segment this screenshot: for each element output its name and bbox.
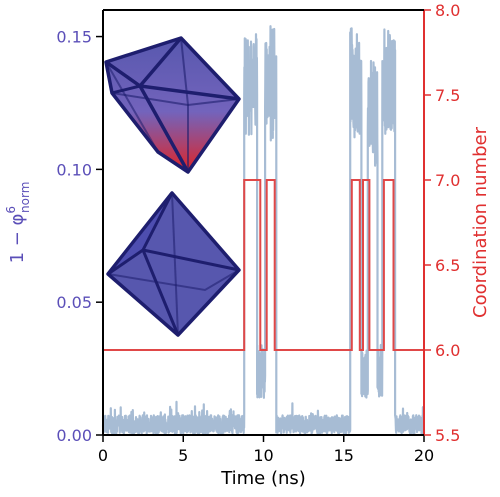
x-tick-label: 5 [178, 446, 188, 465]
x-tick-label: 20 [414, 446, 434, 465]
y-right-tick-label: 7.0 [435, 171, 460, 190]
coordination-number-series [103, 179, 424, 351]
y-left-tick-label: 0.05 [56, 293, 92, 312]
y-right-tick-label: 6.0 [435, 341, 460, 360]
y-left-axis-label-sup: 6 [4, 206, 18, 214]
y-left-axis-label-main: 1 − φ [7, 214, 28, 264]
octahedron-image [106, 191, 241, 337]
y-left-tick-label: 0.00 [56, 426, 92, 445]
y-right-axis-label: Coordination number [470, 126, 491, 318]
order-parameter-series [101, 25, 426, 435]
plot-area [101, 25, 426, 435]
y-right-tick-label: 8.0 [435, 1, 460, 20]
overlay: 0 5 10 15 20 0.00 0.05 0.10 0.15 5.5 6.0 6.5 7.0 7.5 8… [4, 1, 491, 489]
y-right-tick-label: 6.5 [435, 256, 460, 275]
x-tick-label: 0 [98, 446, 108, 465]
x-axis-label: Time (ns) [220, 468, 306, 489]
x-tick-label: 10 [253, 446, 273, 465]
y-left-axis-label: 1 − φ6norm [4, 182, 32, 264]
y-left-tick-label: 0.10 [56, 160, 92, 179]
y-right-tick-label: 7.5 [435, 86, 460, 105]
y-right-tick-label: 5.5 [435, 426, 460, 445]
capped-octahedron-image [104, 36, 241, 174]
y-left-tick-label: 0.15 [56, 28, 92, 47]
y-left-axis-label-sub: norm [18, 182, 32, 213]
x-tick-label: 15 [334, 446, 354, 465]
